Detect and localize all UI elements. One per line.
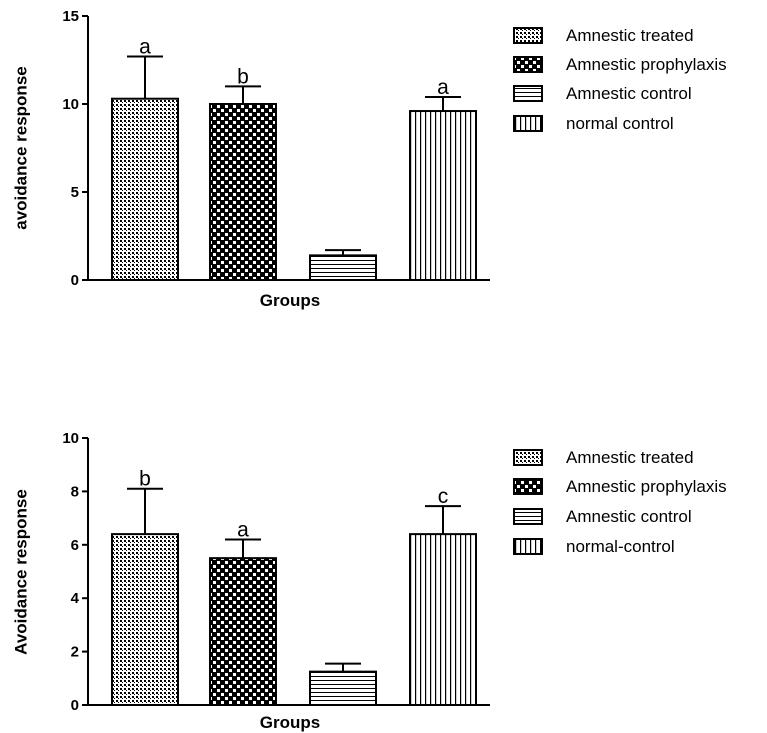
y-ticks: 0 2 4 6 8 10	[62, 430, 88, 714]
significance-label: b	[237, 65, 249, 88]
y-axis-title: Avoidance response	[11, 489, 30, 655]
y-tick-label: 10	[62, 430, 79, 447]
legend-swatch	[513, 115, 543, 132]
legend-label: Amnestic prophylaxis	[566, 477, 727, 496]
y-tick-label: 5	[71, 184, 79, 201]
y-ticks: 0 5 10 15	[62, 8, 88, 289]
bar	[111, 533, 179, 706]
y-tick-label: 4	[71, 590, 80, 607]
legend-swatch	[513, 538, 543, 555]
bar	[409, 533, 477, 706]
chart-panel-bottom: b a c 0 2 4 6 8 10 Avoidance response Groups Am…	[11, 430, 726, 732]
y-tick-label: 2	[71, 644, 79, 661]
significance-label: a	[437, 76, 449, 99]
significance-label: c	[438, 485, 449, 508]
y-tick-label: 8	[71, 483, 79, 500]
legend-swatch	[513, 508, 543, 525]
legend-swatch	[513, 449, 543, 466]
legend-label: Amnestic control	[566, 507, 692, 526]
y-tick-label: 0	[71, 272, 79, 289]
legend-label: Amnestic control	[566, 84, 692, 103]
legend-label: Amnestic treated	[566, 448, 694, 467]
legend-swatch	[513, 478, 543, 495]
chart-panel-top: a b a 0 5 10 15 avoidance response Groups Amn…	[11, 8, 726, 310]
y-tick-label: 0	[71, 697, 79, 714]
legend: Amnestic treated Amnestic prophylaxis Amne…	[513, 26, 727, 133]
bar	[409, 110, 477, 282]
bar	[209, 103, 277, 281]
y-axis-title: avoidance response	[11, 66, 30, 229]
x-axis-title: Groups	[260, 291, 320, 310]
x-axis-title: Groups	[260, 713, 320, 732]
legend-swatch	[513, 85, 543, 102]
significance-label: b	[139, 468, 151, 491]
bar	[309, 254, 377, 281]
significance-label: a	[237, 518, 249, 541]
bar-marks: a b a	[111, 35, 477, 282]
legend-swatch	[513, 27, 543, 44]
bar	[309, 670, 377, 706]
legend-label: normal control	[566, 114, 674, 133]
legend-label: Amnestic treated	[566, 26, 694, 45]
legend-label: Amnestic prophylaxis	[566, 55, 727, 74]
bar-marks: b a c	[111, 468, 477, 707]
legend: Amnestic treated Amnestic prophylaxis Amne…	[513, 448, 727, 556]
y-tick-label: 6	[71, 537, 79, 554]
bar	[111, 97, 179, 281]
legend-label: normal-control	[566, 537, 675, 556]
significance-label: a	[139, 35, 151, 58]
bar	[209, 557, 277, 707]
y-tick-label: 15	[62, 8, 79, 25]
legend-swatch	[513, 56, 543, 73]
y-tick-label: 10	[62, 96, 79, 113]
